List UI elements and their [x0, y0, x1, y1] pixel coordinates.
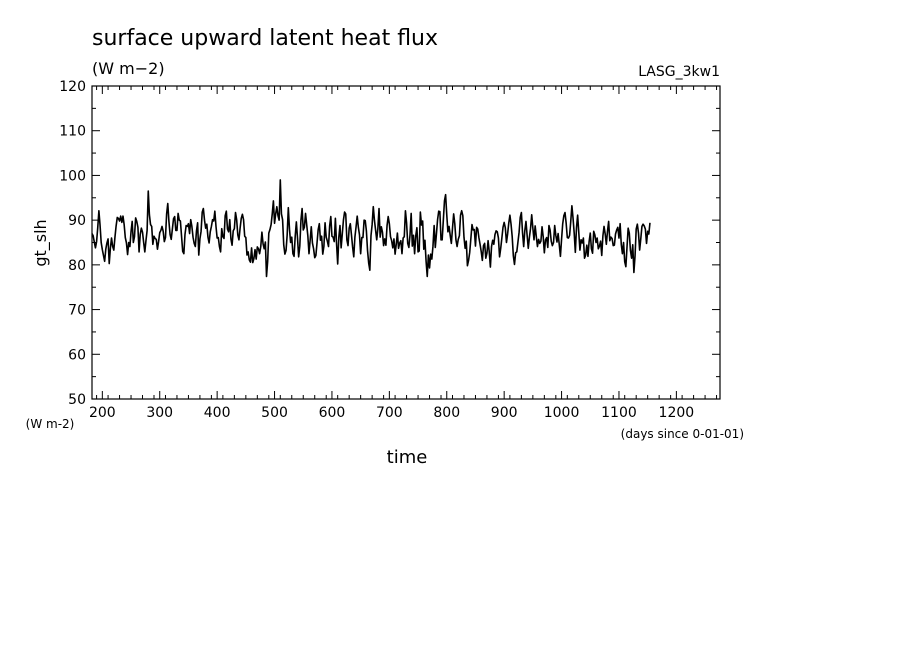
axis-ticks: 50 60 70 80 90 100 110 120 200 300 400 500 600 700 800…: [59, 79, 720, 421]
chart-title: surface upward latent heat flux: [92, 26, 438, 51]
x-tick-label: 700: [376, 405, 403, 421]
x-tick-label: 800: [433, 405, 460, 421]
x-tick-label: 1000: [544, 405, 580, 421]
y-tick-label: 80: [68, 258, 86, 274]
y-tick-label: 110: [59, 124, 86, 140]
x-unit-label: (days since 0-01-01): [621, 427, 744, 441]
x-tick-label: 900: [491, 405, 518, 421]
y-unit-label: (W m-2): [26, 417, 75, 431]
y-tick-label: 60: [68, 347, 86, 363]
y-tick-label: 120: [59, 79, 86, 95]
plot-frame: [91, 85, 721, 400]
y-axis-label: gt_slh: [31, 219, 51, 266]
series-line: [91, 179, 651, 278]
x-tick-label: 300: [146, 405, 173, 421]
y-tick-label: 50: [68, 392, 86, 408]
y-tick-label: 90: [68, 213, 86, 229]
x-tick-label: 500: [261, 405, 288, 421]
chart-subtitle: (W m−2): [92, 59, 165, 78]
dataset-label: LASG_3kw1: [638, 64, 720, 80]
series-group: [91, 179, 651, 278]
x-axis-label: time: [387, 447, 428, 468]
x-tick-label: 1100: [601, 405, 637, 421]
x-tick-label: 1200: [659, 405, 695, 421]
y-tick-label: 70: [68, 303, 86, 319]
y-tick-label: 100: [59, 168, 86, 184]
x-tick-label: 200: [89, 405, 116, 421]
x-tick-label: 600: [319, 405, 346, 421]
x-tick-label: 400: [204, 405, 231, 421]
